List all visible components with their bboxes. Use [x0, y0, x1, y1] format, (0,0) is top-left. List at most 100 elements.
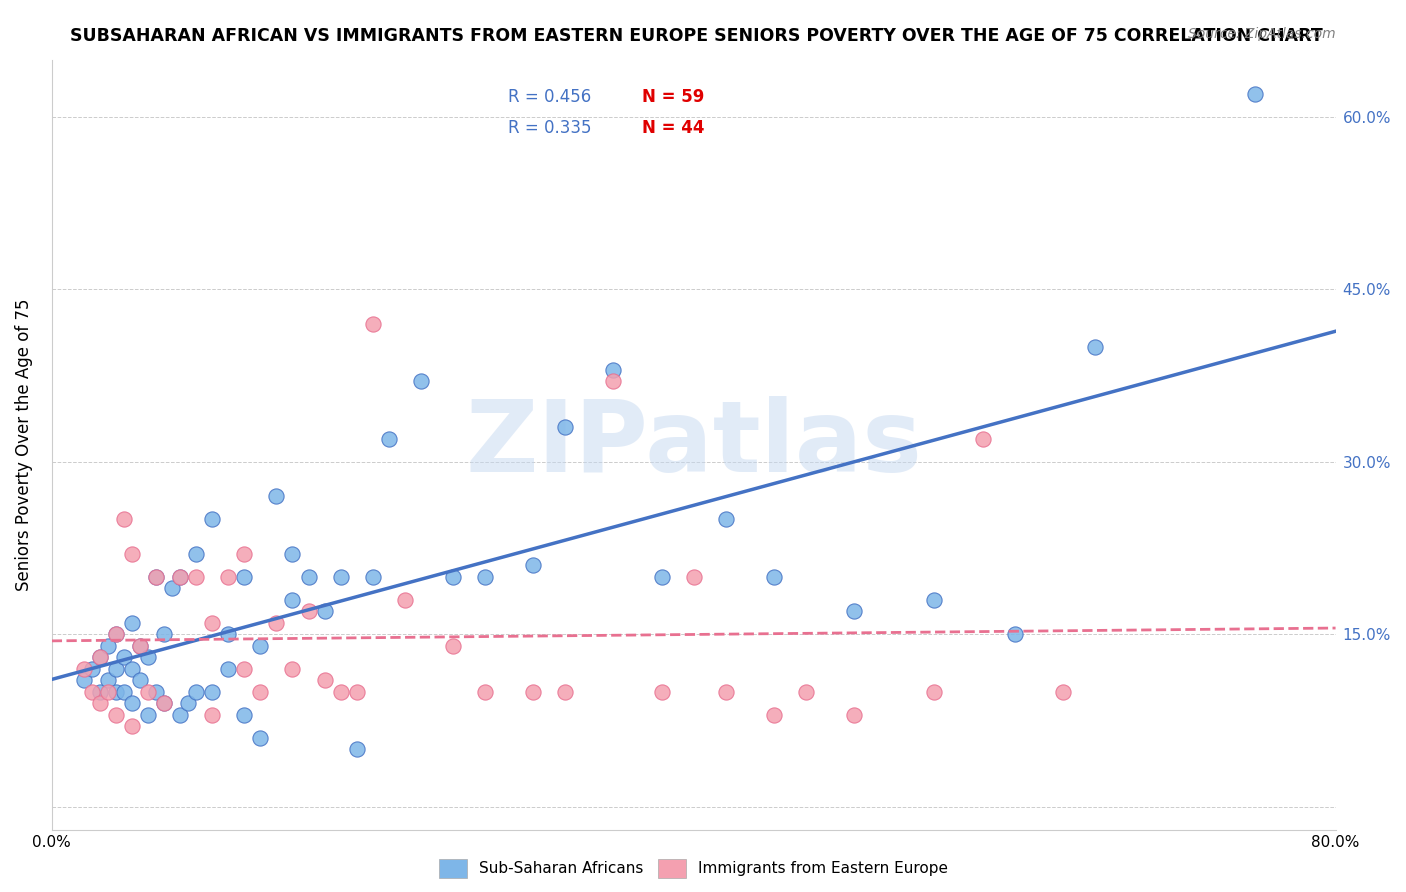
Point [121, 547, 143, 561]
Point [474, 570, 496, 584]
Point [121, 696, 143, 710]
Point [153, 696, 176, 710]
Point [145, 570, 167, 584]
Point [409, 375, 432, 389]
Point [651, 570, 673, 584]
Point [602, 375, 624, 389]
Point [682, 570, 704, 584]
Legend: Sub-Saharan Africans, Immigrants from Eastern Europe: Sub-Saharan Africans, Immigrants from Ea… [433, 853, 955, 884]
Point [80, 662, 103, 676]
Point [714, 512, 737, 526]
Y-axis label: Seniors Poverty Over the Age of 75: Seniors Poverty Over the Age of 75 [15, 299, 32, 591]
Point [329, 685, 352, 699]
Point [1244, 87, 1267, 101]
Point [361, 570, 384, 584]
Point [217, 570, 239, 584]
Point [1052, 685, 1074, 699]
Point [177, 696, 200, 710]
Text: R = 0.335: R = 0.335 [508, 119, 591, 136]
Point [97, 685, 120, 699]
Point [104, 662, 127, 676]
Point [121, 615, 143, 630]
Point [145, 570, 167, 584]
Point [314, 673, 336, 688]
Point [233, 570, 256, 584]
Point [522, 685, 544, 699]
Point [762, 570, 785, 584]
Point [249, 685, 271, 699]
Point [297, 604, 319, 618]
Text: N = 44: N = 44 [643, 119, 704, 136]
Point [441, 570, 464, 584]
Point [233, 547, 256, 561]
Point [97, 673, 120, 688]
Point [346, 685, 368, 699]
Point [145, 685, 167, 699]
Point [169, 570, 191, 584]
Point [112, 512, 135, 526]
Point [104, 707, 127, 722]
Point [104, 685, 127, 699]
Point [554, 420, 576, 434]
Point [522, 558, 544, 573]
Text: ZIPatlas: ZIPatlas [465, 396, 922, 493]
Point [266, 615, 288, 630]
Point [121, 719, 143, 733]
Point [112, 650, 135, 665]
Point [394, 592, 416, 607]
Point [201, 685, 224, 699]
Point [281, 662, 304, 676]
Point [602, 363, 624, 377]
Point [136, 685, 159, 699]
Point [842, 707, 865, 722]
Point [153, 627, 176, 641]
Point [136, 707, 159, 722]
Point [129, 639, 152, 653]
Point [233, 662, 256, 676]
Point [377, 432, 399, 446]
Point [794, 685, 817, 699]
Point [972, 432, 994, 446]
Point [73, 662, 96, 676]
Point [714, 685, 737, 699]
Point [249, 731, 271, 745]
Point [186, 685, 208, 699]
Point [136, 650, 159, 665]
Point [361, 317, 384, 331]
Point [89, 650, 111, 665]
Point [104, 627, 127, 641]
Point [554, 685, 576, 699]
Point [441, 639, 464, 653]
Point [217, 662, 239, 676]
Point [474, 685, 496, 699]
Point [217, 627, 239, 641]
Text: Source: ZipAtlas.com: Source: ZipAtlas.com [1188, 27, 1336, 41]
Point [249, 639, 271, 653]
Point [762, 707, 785, 722]
Point [201, 512, 224, 526]
Point [169, 707, 191, 722]
Point [169, 570, 191, 584]
Point [651, 685, 673, 699]
Point [281, 592, 304, 607]
Point [121, 662, 143, 676]
Point [924, 592, 946, 607]
Point [129, 673, 152, 688]
Point [281, 547, 304, 561]
Point [186, 547, 208, 561]
Point [346, 742, 368, 756]
Point [129, 639, 152, 653]
Point [266, 489, 288, 503]
Point [1084, 340, 1107, 354]
Point [104, 627, 127, 641]
Point [201, 707, 224, 722]
Point [97, 639, 120, 653]
Point [80, 685, 103, 699]
Point [201, 615, 224, 630]
Point [160, 582, 183, 596]
Point [153, 696, 176, 710]
Text: N = 59: N = 59 [643, 88, 704, 106]
Point [73, 673, 96, 688]
Point [89, 685, 111, 699]
Point [314, 604, 336, 618]
